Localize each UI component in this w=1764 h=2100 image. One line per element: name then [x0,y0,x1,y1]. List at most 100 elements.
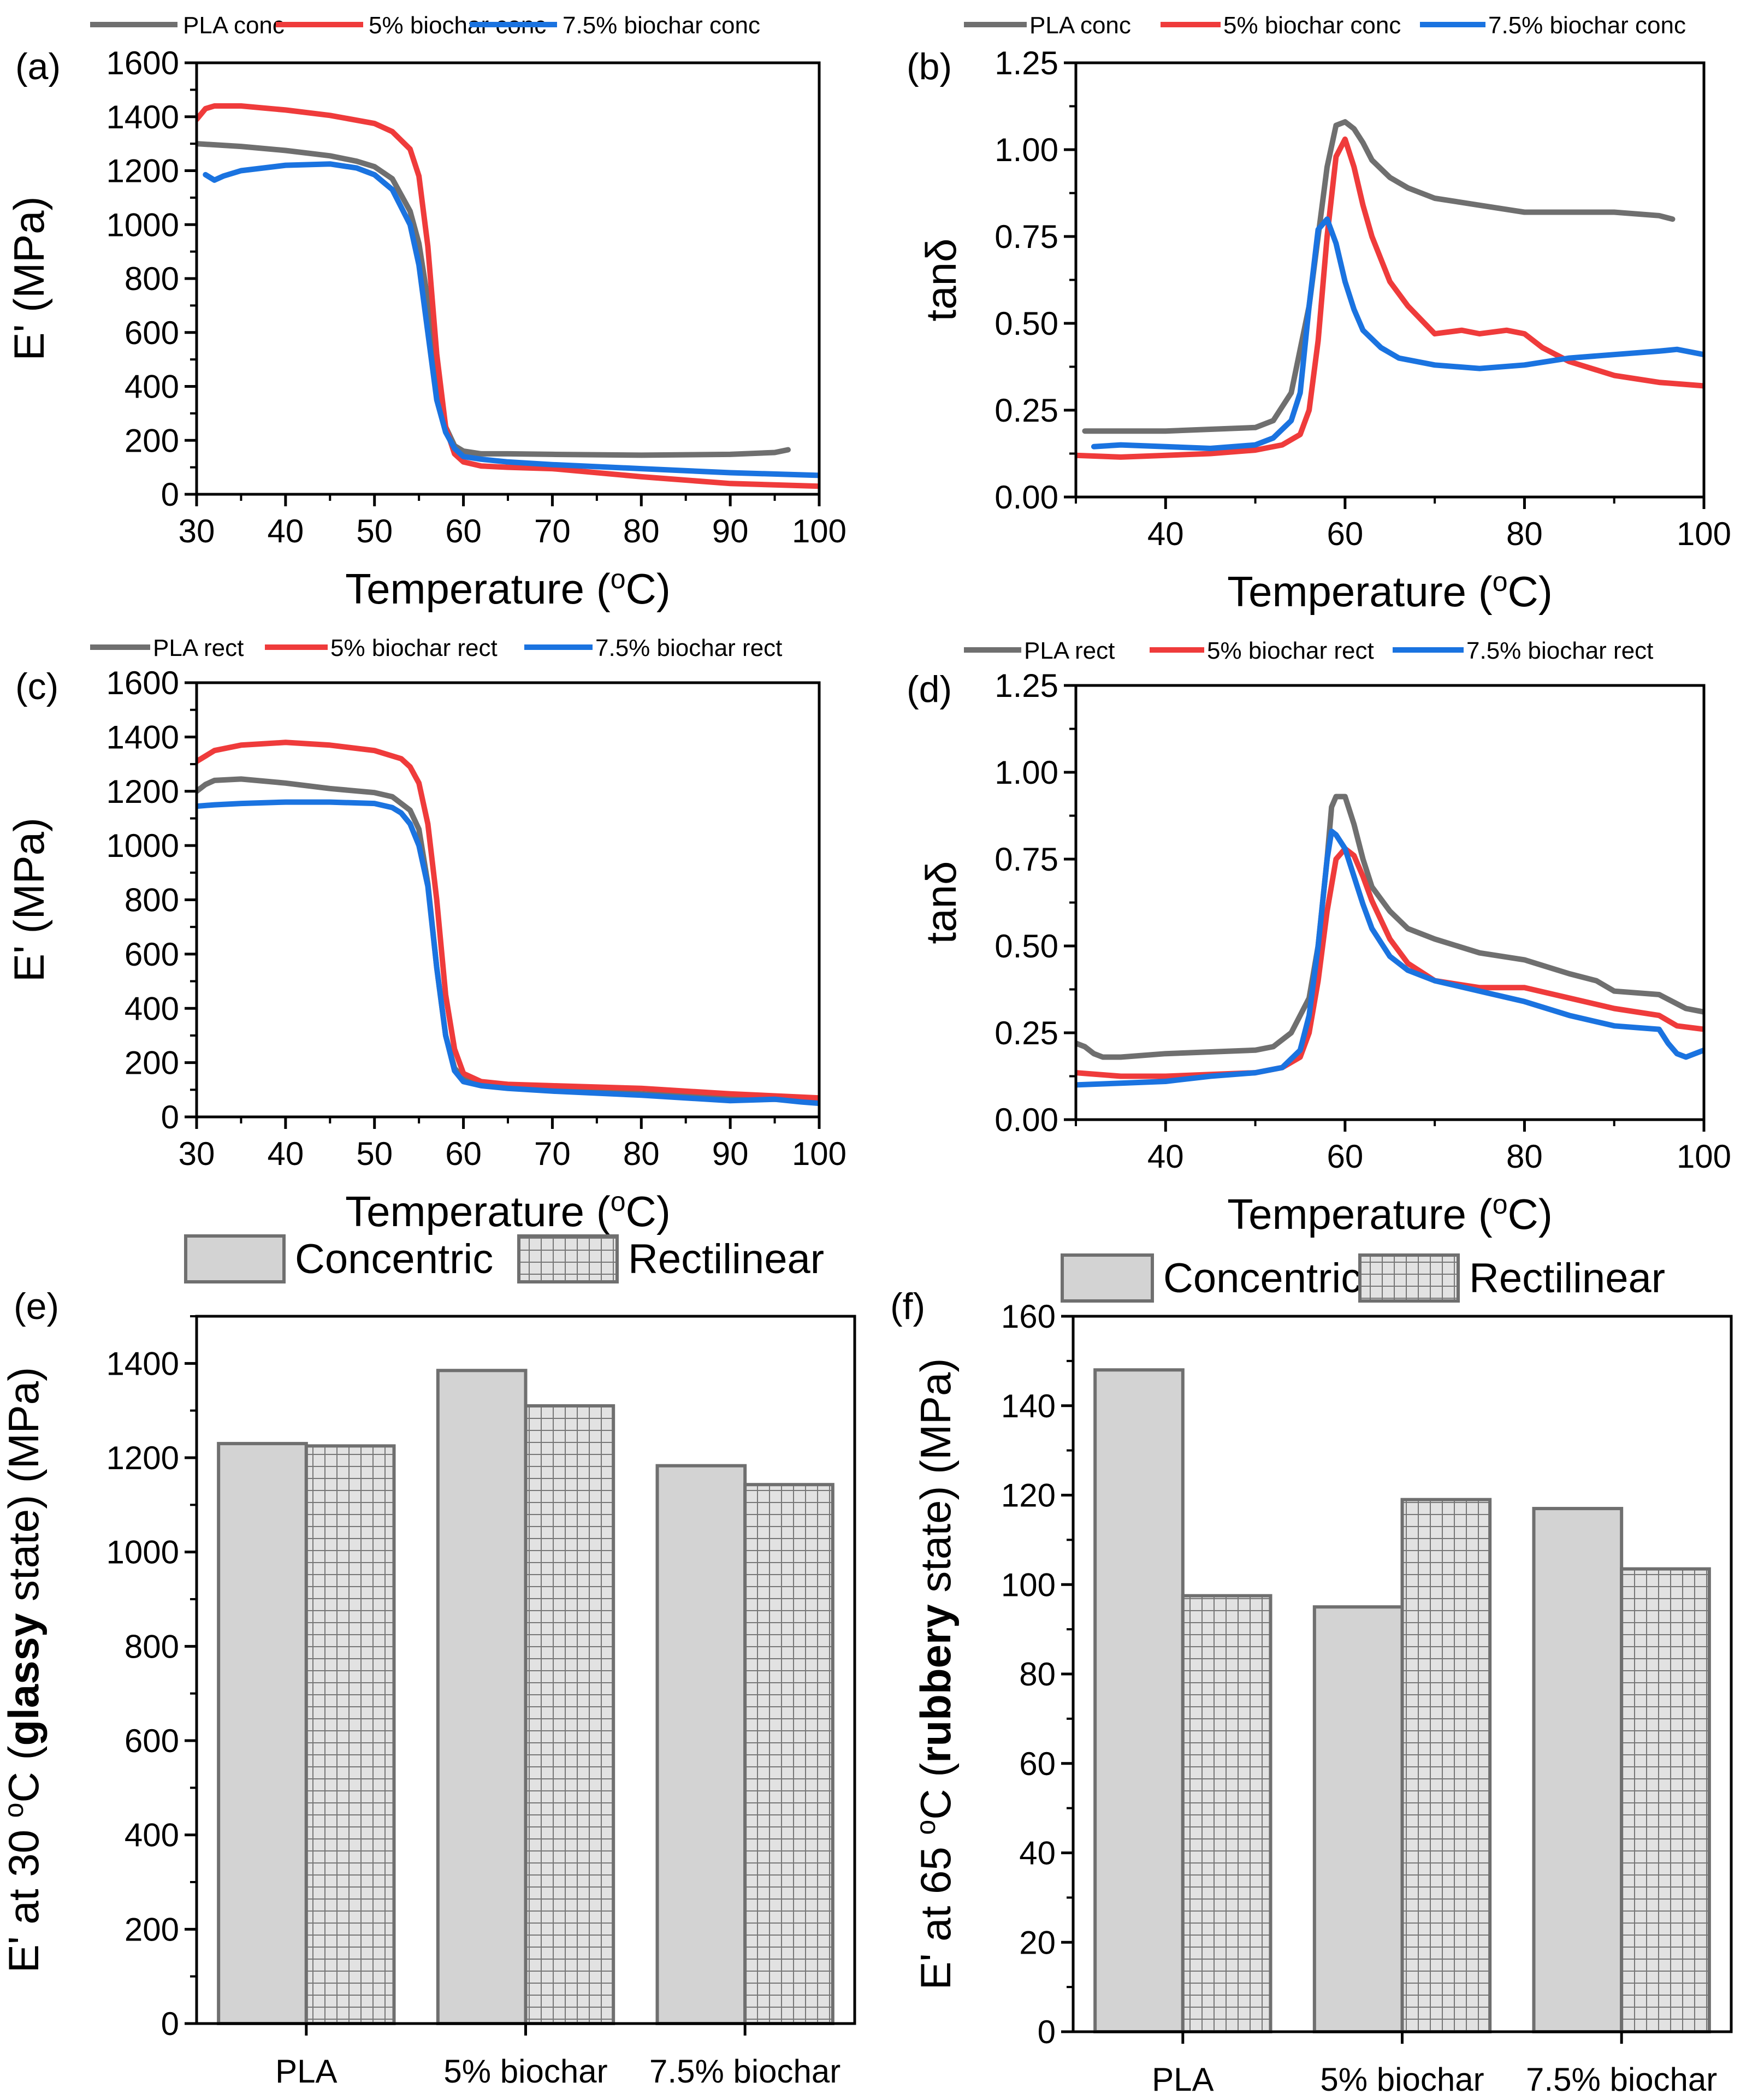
y-tick-label: 0 [161,1099,179,1135]
series-line-b-1 [1076,136,1704,460]
y-tick-label: 0.00 [995,1102,1058,1138]
x-tick-label: 7.5% biochar [1526,2061,1717,2098]
x-tick-label: PLA [275,2053,337,2090]
legend-label: 5% biochar conc [1223,12,1401,39]
y-axis-label: tanδ [917,861,965,944]
x-tick-label: 100 [792,1135,847,1172]
legend-swatch [184,1234,286,1283]
bar-e-0-1 [436,1369,528,2026]
y-tick-label: 0 [161,476,179,513]
x-axis-label-sup: o [1493,566,1508,597]
panel-a: 30 40 50 60 70 80 90 10002004006008001000120014… [5,12,847,613]
y-tick-label: 1400 [106,99,179,135]
legend-label: 7.5% biochar conc [1488,12,1686,39]
panel-c: 30 40 50 60 70 80 90 10002004006008001000120014… [5,635,847,1235]
y-axis-label-pre: E' at 65 [911,1835,960,1990]
legend-label: Concentric [1163,1255,1362,1302]
y-tick-label: 1600 [106,45,179,81]
x-tick-label: 60 [1327,1138,1363,1175]
x-tick-label: 50 [356,513,393,549]
y-tick-label: 600 [125,315,179,351]
x-tick-label: 80 [623,1135,660,1172]
series-line-a-2 [203,161,819,478]
y-tick-label: 20 [1019,1924,1056,1961]
x-tick-label: 90 [712,513,749,549]
legend-label: PLA rect [1024,637,1115,664]
legend-swatch [1358,1253,1460,1303]
x-tick-label: 60 [445,513,482,549]
x-axis-label-unit: C) [626,1187,671,1235]
y-tick-label: 1.25 [995,667,1058,704]
series-line-a-0 [197,141,791,458]
series-line-c-0 [197,776,819,1104]
legend-label: PLA rect [153,635,244,661]
y-axis-label: E' (MPa) [5,197,53,361]
bar-f-1-0 [1181,1594,1272,2033]
x-tick-label: 100 [1677,516,1731,552]
panel-label: (e) [14,1286,59,1327]
y-tick-label: 800 [125,882,179,919]
x-tick-label: 40 [1147,1138,1184,1175]
y-tick-label: 1.25 [995,45,1058,81]
y-tick-label: 0.75 [995,218,1058,255]
x-tick-label: 40 [267,513,304,549]
y-tick-label: 80 [1019,1656,1056,1693]
x-tick-label: 70 [534,513,571,549]
series-line-b-2 [1091,216,1704,451]
x-tick-label: 100 [792,513,847,549]
y-axis-label-post: state) (MPa) [911,1358,960,1605]
legend-swatch [1061,1253,1154,1303]
y-tick-label: 0.25 [995,1015,1058,1051]
panel-label: (b) [907,46,952,87]
series-line-c-2 [197,799,819,1107]
x-tick-label: 7.5% biochar [649,2053,840,2090]
y-tick-label: 1400 [106,1345,179,1382]
panel-label: (f) [890,1286,925,1327]
y-tick-label: 0 [1038,2014,1056,2050]
x-tick-label: 80 [1506,516,1543,552]
y-tick-label: 200 [125,422,179,459]
y-tick-label: 600 [125,936,179,973]
x-axis-label-main: Temperature ( [345,565,611,613]
y-tick-label: 0.00 [995,479,1058,516]
panel-label: (a) [15,46,61,87]
x-axis-label-unit: C) [626,565,671,613]
legend-label: 7.5% biochar conc [563,12,760,39]
legend-label: 5% biochar rect [1207,637,1374,664]
y-axis-label-post: state) (MPa) [0,1367,48,1613]
bar-f-0-2 [1532,1507,1624,2033]
plot-frame [195,1315,856,2025]
x-tick-label: 40 [1147,516,1184,552]
bar-f-0-0 [1093,1368,1185,2033]
y-axis-label: E' at 30 oC (glassy state) (MPa) [0,1367,48,1973]
x-axis-label-unit: C) [1508,1190,1553,1238]
y-tick-label: 1.00 [995,754,1058,791]
x-axis-label: Temperature (oC) [345,1186,671,1235]
panel-d: 40 60 80 100 0.00 0.25 0.50 0.75 1.00 1.25 Tempera… [907,637,1731,1238]
series-line-d-1 [1076,845,1704,1079]
y-axis-label-sup: o [0,1803,29,1818]
y-tick-label: 1000 [106,827,179,864]
legend-label: PLA conc [183,12,285,39]
y-tick-label: 120 [1001,1477,1056,1514]
panel-label: (d) [907,669,952,710]
panel-f: PLA 5% biochar 7.5% biochar 0 20 40 60 80 100 120… [890,1253,1733,2098]
panel-b: 40 60 80 100 0.00 0.25 0.50 0.75 1.00 1.25 Tempera… [907,12,1731,616]
x-tick-label: 30 [179,1135,215,1172]
x-axis-label-main: Temperature ( [345,1187,611,1235]
x-axis-label: Temperature (oC) [1227,1189,1553,1238]
x-tick-label: 5% biochar [443,2053,607,2090]
legend-label: 7.5% biochar rect [595,635,782,661]
x-axis-label-sup: o [611,564,626,594]
y-tick-label: 1200 [106,1440,179,1476]
y-tick-label: 160 [1001,1298,1056,1335]
y-tick-label: 0.25 [995,392,1058,429]
bar-e-1-1 [524,1404,615,2026]
x-tick-label: 5% biochar [1320,2061,1484,2098]
y-tick-label: 100 [1001,1566,1056,1603]
legend-label: 5% biochar rect [330,635,498,661]
legend-label: PLA conc [1029,12,1131,39]
series-group [197,740,819,1107]
y-tick-label: 0.75 [995,841,1058,878]
y-axis-label-bold: glassy [0,1613,48,1746]
